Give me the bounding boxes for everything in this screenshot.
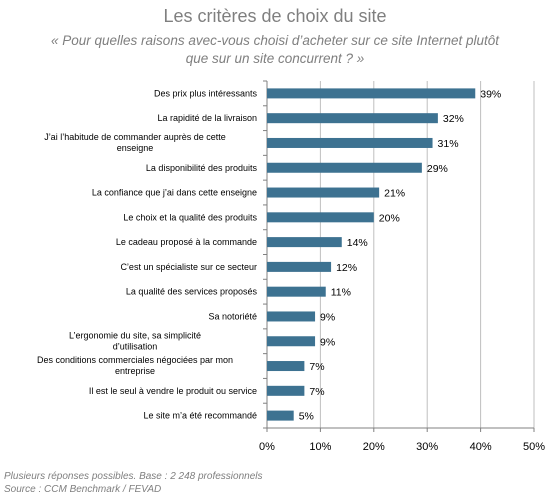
bar xyxy=(267,212,374,223)
value-label: 9% xyxy=(320,311,335,323)
value-label: 14% xyxy=(347,237,368,249)
bar xyxy=(267,385,305,396)
category-label: L’ergonomie du site, sa simplicité d’util… xyxy=(69,330,201,351)
value-label: 32% xyxy=(443,113,464,125)
x-tick-label: 40% xyxy=(470,441,492,453)
bar xyxy=(267,286,326,297)
category-label: Le choix et la qualité des produits xyxy=(123,212,257,222)
category-label-line: J’ai l’habitude de commander auprès de c… xyxy=(44,132,226,142)
value-label: 11% xyxy=(331,287,351,299)
category-label: Sa notoriété xyxy=(208,311,257,321)
bar xyxy=(267,162,422,173)
bar xyxy=(267,237,342,248)
category-label: Des prix plus intéressants xyxy=(154,88,258,98)
value-label: 7% xyxy=(309,361,324,373)
value-label: 7% xyxy=(309,386,324,398)
value-label: 5% xyxy=(299,411,314,423)
x-tick-label: 20% xyxy=(363,441,385,453)
bar xyxy=(267,361,305,372)
x-tick-label: 30% xyxy=(416,441,438,453)
bar xyxy=(267,261,332,272)
category-label: Il est le seul à vendre le produit ou se… xyxy=(89,386,257,396)
bar xyxy=(267,410,294,421)
category-label: La confiance que j’ai dans cette enseign… xyxy=(92,188,257,198)
category-label-line: L’ergonomie du site, sa simplicité xyxy=(69,330,201,340)
bar xyxy=(267,113,438,124)
bar xyxy=(267,336,316,347)
category-label: C’est un spécialiste sur ce secteur xyxy=(120,262,257,272)
category-label: La rapidité de la livraison xyxy=(157,113,257,123)
bar xyxy=(267,187,380,198)
category-label-line: entreprise xyxy=(115,366,155,376)
value-label: 9% xyxy=(320,336,335,348)
value-label: 31% xyxy=(438,138,459,150)
category-label: Le cadeau proposé à la commande xyxy=(116,237,257,247)
value-label: 29% xyxy=(427,163,448,175)
value-label: 21% xyxy=(384,188,405,200)
category-label-line: enseigne xyxy=(117,143,154,153)
bar xyxy=(267,311,316,322)
x-tick-label: 50% xyxy=(523,441,545,453)
value-label: 20% xyxy=(379,212,400,224)
subtitle-line-2: que sur un site concurrent ? » xyxy=(185,51,365,66)
value-label: 12% xyxy=(336,262,357,274)
category-label: La disponibilité des produits xyxy=(146,163,258,173)
chart-title: Les critères de choix du site xyxy=(163,6,387,26)
category-label: J’ai l’habitude de commander auprès de c… xyxy=(44,132,226,153)
x-tick-label: 0% xyxy=(259,441,275,453)
footnote-base: Plusieurs réponses possibles. Base : 2 2… xyxy=(4,471,263,482)
bar xyxy=(267,137,433,148)
category-label: La qualité des services proposés xyxy=(126,287,258,297)
x-tick-label: 10% xyxy=(309,441,331,453)
subtitle-line-1: « Pour quelles raisons avec-vous choisi … xyxy=(51,33,499,48)
value-label: 39% xyxy=(480,88,501,100)
category-label-line: Des conditions commerciales négociées pa… xyxy=(37,355,233,365)
category-label: Le site m’a été recommandé xyxy=(143,411,257,421)
bar xyxy=(267,88,476,99)
category-label-line: d’utilisation xyxy=(113,341,158,351)
category-label: Des conditions commerciales négociées pa… xyxy=(37,355,233,376)
footnote-source: Source : CCM Benchmark / FEVAD xyxy=(4,484,162,495)
chart-subtitle: « Pour quelles raisons avec-vous choisi … xyxy=(20,32,530,68)
